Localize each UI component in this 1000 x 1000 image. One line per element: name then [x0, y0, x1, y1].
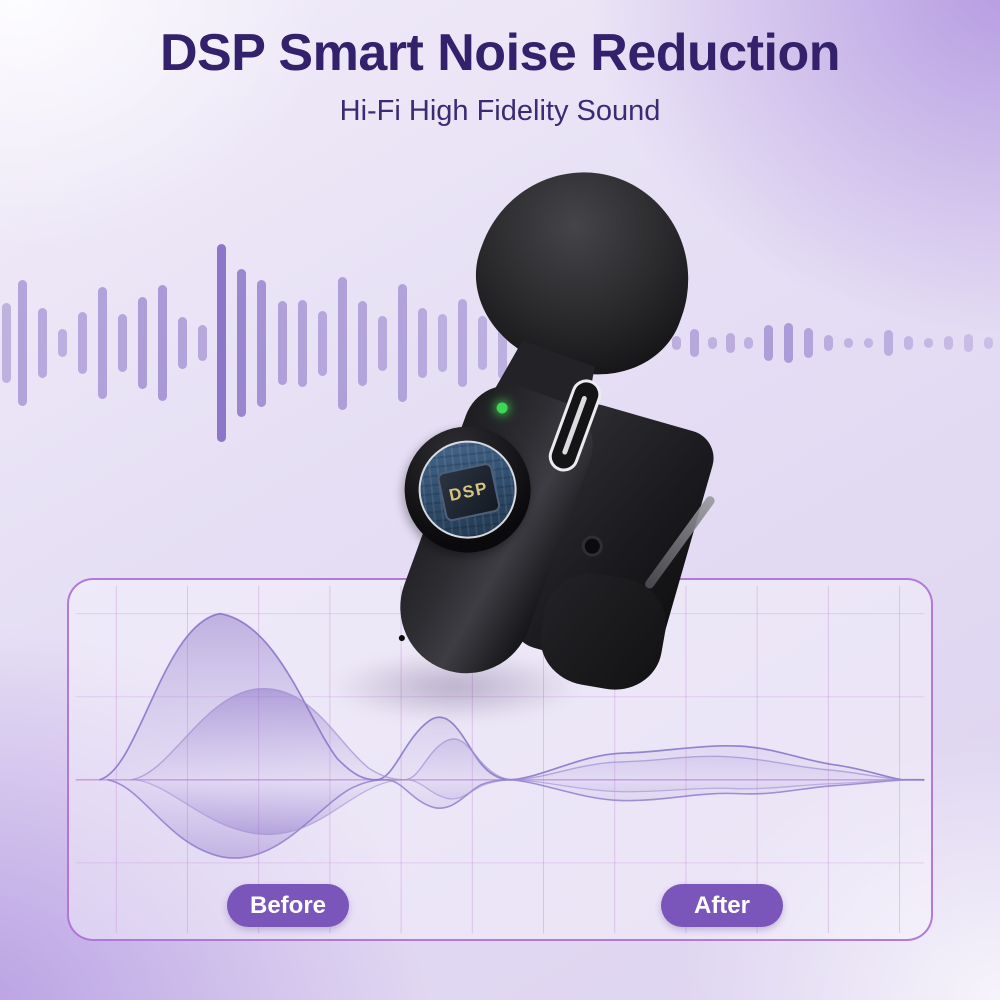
headline: DSP Smart Noise Reduction [159, 24, 841, 82]
waveform-bar [298, 299, 307, 387]
waveform-bar [864, 338, 873, 348]
waveform-bar [804, 328, 813, 358]
waveform-bar [904, 336, 913, 350]
mic-pinhole [398, 634, 406, 642]
waveform-bar [458, 299, 467, 387]
waveform-bar [884, 330, 893, 356]
before-after-wave-inner-bottom [134, 779, 923, 836]
dsp-chip-label: DSP [447, 478, 490, 506]
waveform-bar [764, 325, 773, 361]
waveform-bar [964, 334, 973, 352]
waveform-bar [378, 315, 387, 371]
waveform-bar [138, 297, 147, 389]
header: DSP Smart Noise Reduction Hi-Fi High Fid… [0, 0, 1000, 128]
waveform-bar [158, 285, 167, 401]
waveform-bar [318, 310, 327, 376]
waveform-bar [984, 337, 993, 349]
waveform-bar [726, 333, 735, 353]
waveform-bar [198, 325, 207, 361]
waveform-bar [237, 269, 246, 417]
waveform-bar [438, 314, 447, 372]
before-button[interactable]: Before [227, 884, 349, 927]
waveform-bar [418, 308, 427, 378]
waveform-bar [784, 323, 793, 363]
waveform-bar [924, 338, 933, 348]
waveform-bar [672, 336, 681, 350]
waveform-bar [118, 314, 127, 372]
waveform-bar [257, 279, 266, 407]
waveform-bar [690, 329, 699, 357]
waveform-bar [98, 287, 107, 399]
waveform-bar [217, 244, 226, 442]
waveform-bar [708, 337, 717, 349]
before-after-wave-inner-top [131, 688, 923, 781]
waveform-bar [38, 308, 47, 378]
waveform-bar [278, 301, 287, 385]
waveform-bar [78, 312, 87, 374]
subheadline: Hi-Fi High Fidelity Sound [339, 94, 661, 127]
waveform-bar [744, 337, 753, 349]
after-button[interactable]: After [661, 884, 783, 927]
waveform-bar [18, 280, 27, 406]
waveform-bar [824, 335, 833, 351]
waveform-bar [398, 284, 407, 402]
wave-chart [75, 585, 925, 934]
waveform-bar [178, 317, 187, 369]
waveform-bar [844, 338, 853, 348]
waveform-bar [478, 316, 487, 370]
waveform-bar [944, 336, 953, 350]
waveform-bar [2, 303, 11, 383]
waveform-bar [358, 300, 367, 386]
waveform-bar [338, 276, 347, 410]
pcb-circle: DSP [404, 426, 531, 553]
waveform-bar [498, 307, 507, 379]
waveform-bar [58, 329, 67, 357]
